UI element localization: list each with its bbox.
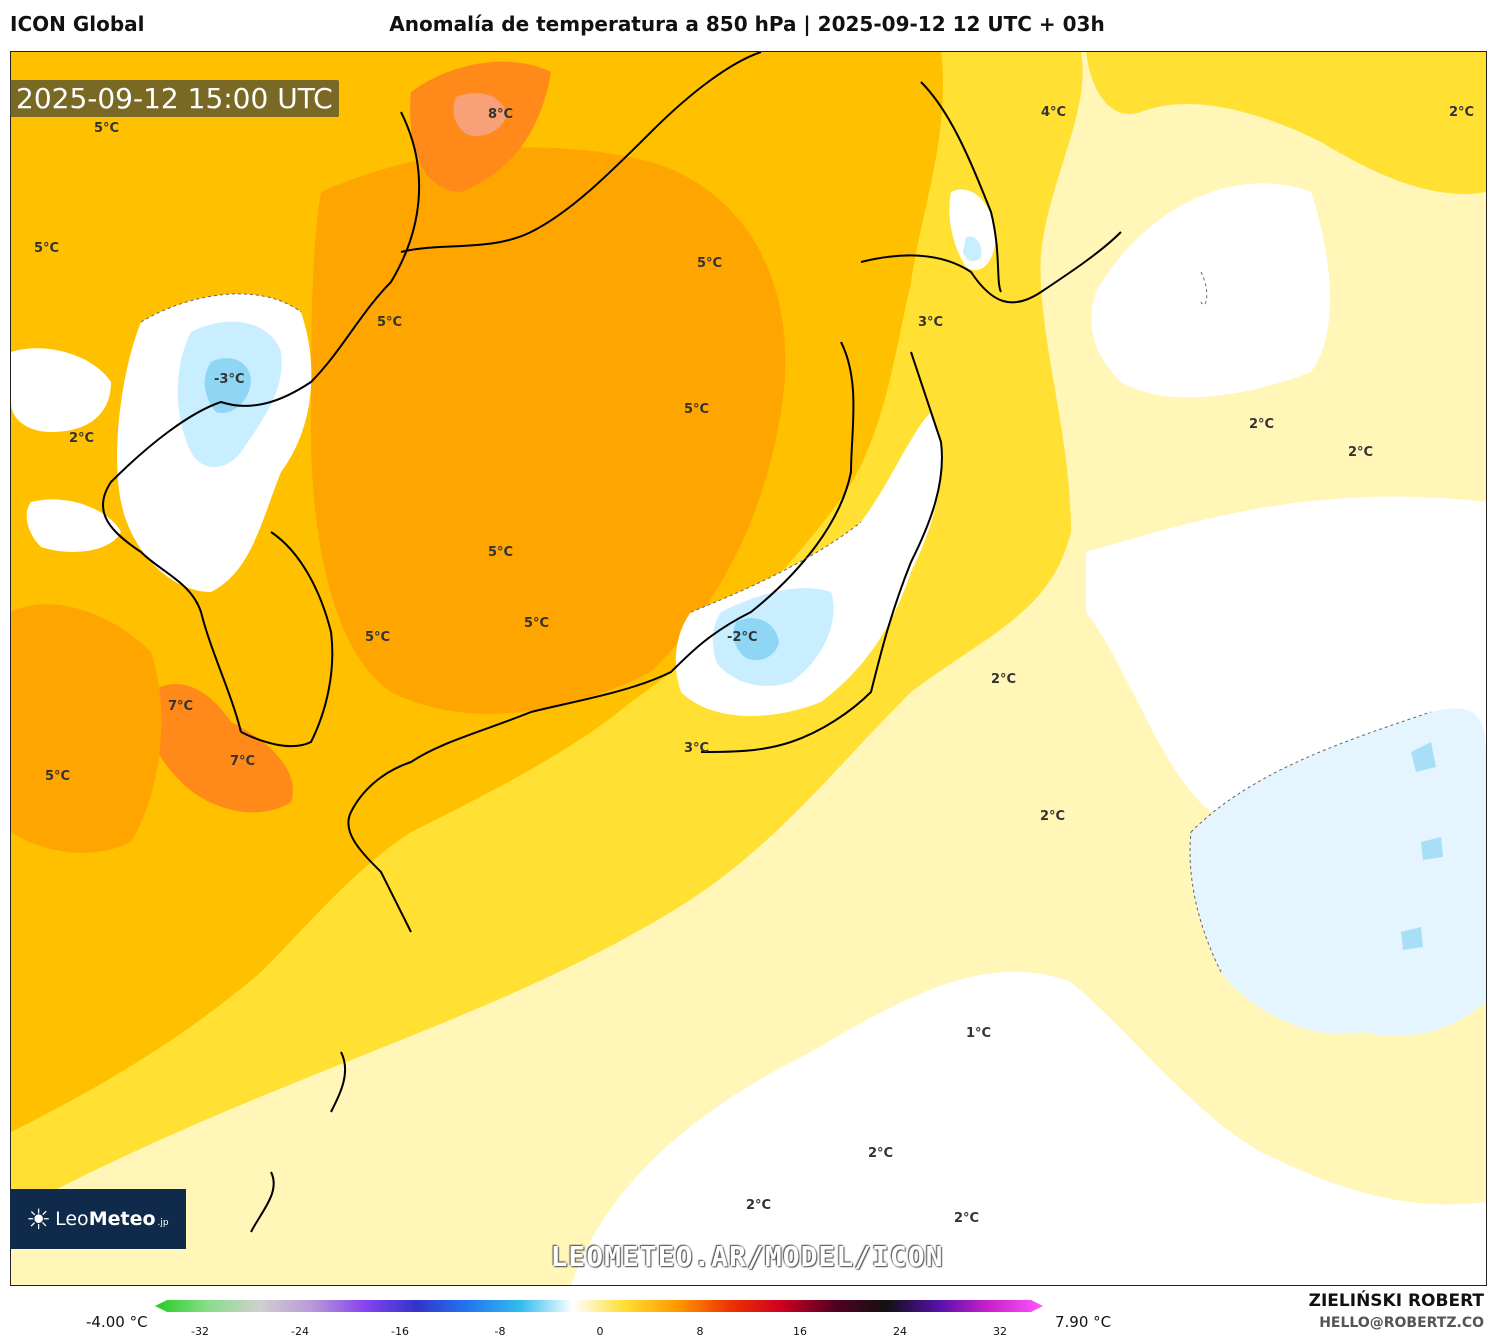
map-label: 2°C <box>868 1146 893 1161</box>
colorbar-tick-label: -32 <box>191 1325 209 1338</box>
logo-text: LeoMeteo <box>55 1208 156 1230</box>
map-label: 7°C <box>168 699 193 714</box>
leometeo-logo[interactable]: ☀ LeoMeteo .jp <box>10 1189 186 1249</box>
site-watermark: LEOMETEO.AR/MODEL/ICON <box>550 1240 944 1273</box>
coast-sakhalin <box>920 81 1002 293</box>
coast-honshu <box>347 341 855 933</box>
colorbar-bar <box>155 1300 1043 1312</box>
map-label: 7°C <box>230 754 255 769</box>
colorbar-tick-label: 0 <box>597 1325 604 1338</box>
colorbar-ticks: -32 -24 -16 -8 0 8 16 24 32 <box>191 1325 1007 1338</box>
map-label: 2°C <box>1449 105 1474 120</box>
map-panel[interactable]: 8°C 5°C 5°C 4°C 2°C 5°C 5°C 3°C -3°C 2°C… <box>10 51 1487 1286</box>
colorbar-min-label: -4.00 °C <box>86 1313 148 1331</box>
contour-lines <box>140 271 1432 973</box>
coast-islands <box>250 1051 347 1233</box>
map-label: 3°C <box>918 315 943 330</box>
coast-russia <box>400 52 762 253</box>
map-label: 5°C <box>684 402 709 417</box>
white-region-northeast <box>1091 183 1330 398</box>
map-label: 5°C <box>524 616 549 631</box>
map-label: 8°C <box>488 107 513 122</box>
yellow-region-ne <box>1086 52 1486 194</box>
map-label: -3°C <box>214 372 244 387</box>
colorbar-tick-label: -16 <box>391 1325 409 1338</box>
colorbar-tick-label: 24 <box>893 1325 907 1338</box>
map-label: 5°C <box>45 769 70 784</box>
blue-region-korea <box>204 358 251 413</box>
orange-region-dark <box>311 147 786 714</box>
colorbar-tick-label: 32 <box>993 1325 1007 1338</box>
white-region-westcoast <box>11 348 121 552</box>
valid-time-badge: 2025-09-12 15:00 UTC <box>10 80 339 117</box>
map-label: 5°C <box>365 630 390 645</box>
coastlines <box>101 52 1122 1233</box>
map-label: 3°C <box>684 741 709 756</box>
map-label: 5°C <box>94 121 119 136</box>
dark-orange-southwest <box>147 683 293 813</box>
lightblue-region-east <box>1190 708 1486 1036</box>
colorbar-tick-label: -24 <box>291 1325 309 1338</box>
chart-title: Anomalía de temperatura a 850 hPa | 2025… <box>389 12 1105 36</box>
colorbar-tick-label: 16 <box>793 1325 807 1338</box>
map-label: 2°C <box>746 1198 771 1213</box>
map-label: 4°C <box>1041 105 1066 120</box>
author-email[interactable]: HELLO@ROBERTZ.CO <box>1319 1315 1484 1331</box>
author-name: ZIELIŃSKI ROBERT <box>1308 1291 1484 1311</box>
map-label: 1°C <box>966 1026 991 1041</box>
coast-korea <box>240 531 334 748</box>
colorbar-max-label: 7.90 °C <box>1055 1313 1112 1331</box>
blue-patch-east <box>1401 742 1443 950</box>
colorbar: -32 -24 -16 -8 0 8 16 24 32 <box>155 1300 1043 1338</box>
map-label: 2°C <box>69 431 94 446</box>
map-label: 2°C <box>954 1211 979 1226</box>
colorbar-tick-label: -8 <box>495 1325 506 1338</box>
map-label: 5°C <box>377 315 402 330</box>
map-label: 2°C <box>1249 417 1274 432</box>
map-label: 5°C <box>488 545 513 560</box>
map-label: 2°C <box>1348 445 1373 460</box>
white-region-hokkaido <box>949 189 996 271</box>
map-label: -2°C <box>727 630 757 645</box>
coast-hokkaido <box>860 231 1122 304</box>
white-region-south <box>571 971 1486 1285</box>
map-canvas[interactable]: 8°C 5°C 5°C 4°C 2°C 5°C 5°C 3°C -3°C 2°C… <box>11 52 1486 1285</box>
coast-mainland <box>101 111 421 733</box>
colorbar-tick-label: 8 <box>697 1325 704 1338</box>
model-name: ICON Global <box>10 12 145 36</box>
orange-region-west <box>11 604 162 853</box>
sun-icon: ☀ <box>26 1202 52 1236</box>
map-label: 5°C <box>697 256 722 271</box>
map-label: 2°C <box>1040 809 1065 824</box>
map-label: 2°C <box>991 672 1016 687</box>
blue-region-japan <box>733 618 779 661</box>
coast-honshu-east <box>700 351 943 753</box>
map-label: 5°C <box>34 241 59 256</box>
logo-suffix: .jp <box>157 1218 169 1228</box>
salmon-patch <box>453 93 506 137</box>
lightblue-region-hokkaido <box>963 236 982 262</box>
